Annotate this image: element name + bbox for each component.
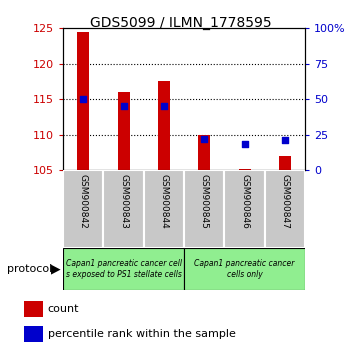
Point <box>121 103 126 109</box>
Bar <box>239 169 251 170</box>
Text: GSM900846: GSM900846 <box>240 174 249 229</box>
Point <box>161 103 167 109</box>
Text: count: count <box>48 304 79 314</box>
Bar <box>158 81 170 170</box>
Text: GSM900842: GSM900842 <box>79 174 88 229</box>
Text: GSM900843: GSM900843 <box>119 174 128 229</box>
Text: Capan1 pancreatic cancer
cells only: Capan1 pancreatic cancer cells only <box>194 259 295 279</box>
Point <box>81 96 86 102</box>
Bar <box>184 248 305 290</box>
Text: GDS5099 / ILMN_1778595: GDS5099 / ILMN_1778595 <box>90 16 271 30</box>
Bar <box>225 170 265 248</box>
Bar <box>63 170 104 248</box>
Bar <box>104 170 144 248</box>
Point <box>201 136 207 142</box>
Bar <box>118 92 130 170</box>
Bar <box>279 156 291 170</box>
Text: percentile rank within the sample: percentile rank within the sample <box>48 329 235 339</box>
Text: GSM900844: GSM900844 <box>160 174 169 229</box>
Text: protocol: protocol <box>7 264 52 274</box>
Point <box>282 137 288 143</box>
Text: ▶: ▶ <box>51 263 61 275</box>
Bar <box>198 135 210 170</box>
Point <box>242 142 248 147</box>
Text: Capan1 pancreatic cancer cell
s exposed to PS1 stellate cells: Capan1 pancreatic cancer cell s exposed … <box>66 259 182 279</box>
Text: GSM900847: GSM900847 <box>280 174 290 229</box>
Bar <box>25 301 43 317</box>
Bar <box>265 170 305 248</box>
Bar <box>77 32 90 170</box>
Bar <box>184 170 225 248</box>
Bar <box>25 326 43 342</box>
Text: GSM900845: GSM900845 <box>200 174 209 229</box>
Bar <box>144 170 184 248</box>
Bar <box>63 248 184 290</box>
